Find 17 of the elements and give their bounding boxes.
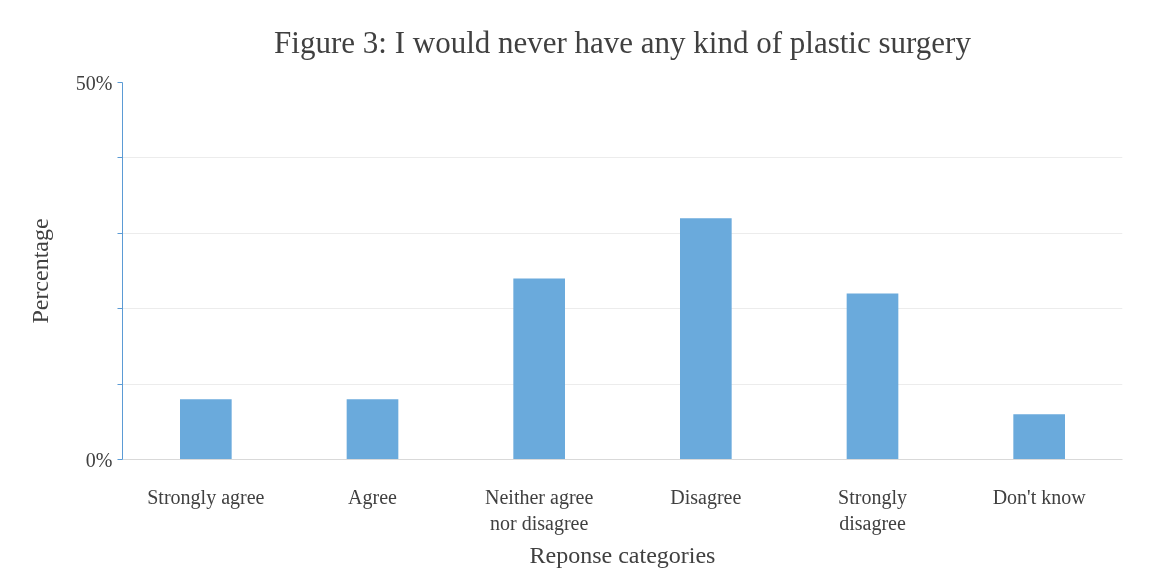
x-axis-title: Reponse categories: [529, 541, 716, 568]
x-tick-label: Disagree: [670, 485, 742, 509]
bar: [846, 293, 899, 460]
chart-title: Figure 3: I would never have any kind of plastic surgery: [274, 25, 972, 60]
bar: [1013, 414, 1065, 460]
x-tick-label: Strongly disagree: [838, 485, 907, 535]
x-tick-label: Neither agree nor disagree: [485, 485, 594, 535]
y-axis-title: Percentage: [26, 218, 53, 324]
bar: [513, 278, 565, 460]
x-tick-label: Strongly agree: [147, 485, 265, 509]
y-tick-label: 50%: [75, 71, 113, 94]
y-tick-label: 0%: [85, 448, 113, 471]
bar: [680, 218, 732, 460]
x-tick-label: Don't know: [992, 485, 1087, 508]
bar: [180, 399, 232, 460]
x-tick-label: Agree: [348, 485, 398, 509]
bar: [346, 399, 399, 460]
